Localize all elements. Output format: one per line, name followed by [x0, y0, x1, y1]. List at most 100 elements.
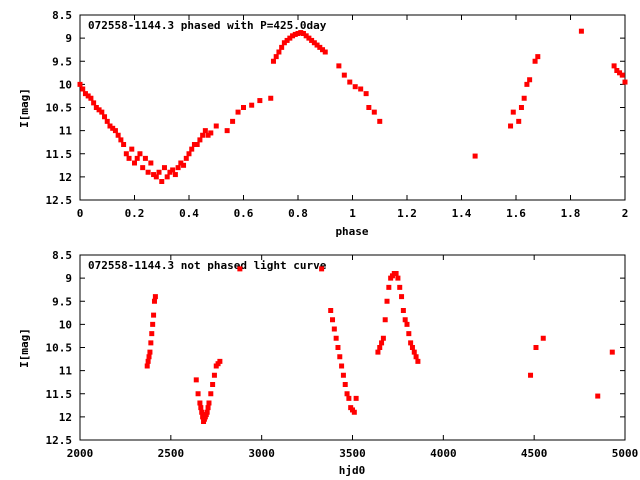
data-point: [186, 151, 192, 157]
x-ticks: 0 0.2 0.4 0.6 0.8 1 1.2 1.4 1.6 1.8 2: [77, 15, 628, 220]
data-point: [197, 137, 203, 143]
data-point: [273, 54, 279, 60]
data-point: [578, 28, 584, 34]
data-point: [330, 317, 336, 323]
x-ticks: 2000 2500 3000 3500 4000 4500 5000: [67, 255, 639, 460]
data-point: [230, 118, 236, 124]
data-point: [342, 382, 348, 387]
y-axis-label: I[mag]: [18, 328, 31, 368]
y-tick-label: 9.5: [52, 295, 72, 308]
data-point: [194, 142, 200, 147]
x-tick-label: 0.8: [288, 207, 308, 220]
data-point: [331, 326, 337, 332]
data-point: [217, 358, 223, 364]
data-point: [151, 172, 157, 178]
data-point: [333, 335, 339, 341]
data-point: [377, 345, 383, 350]
data-point: [535, 54, 541, 60]
data-point: [379, 340, 385, 346]
data-point: [298, 30, 304, 36]
data-point: [80, 86, 86, 92]
data-point: [351, 409, 357, 415]
x-tick-label: 4500: [521, 447, 548, 460]
x-tick-label: 5000: [612, 447, 639, 460]
y-tick-label: 12.5: [46, 194, 73, 207]
data-point: [510, 109, 516, 115]
data-point: [170, 167, 176, 173]
data-point: [611, 63, 617, 69]
data-point: [406, 331, 412, 337]
data-point: [337, 354, 343, 360]
data-point: [540, 335, 546, 341]
data-point: [172, 172, 178, 178]
data-points: [77, 28, 628, 184]
data-point: [110, 125, 116, 131]
data-point: [366, 105, 372, 110]
data-point: [386, 284, 392, 290]
data-point: [287, 35, 293, 41]
data-point: [156, 169, 162, 175]
data-point: [347, 79, 353, 85]
y-tick-label: 11.5: [46, 148, 73, 161]
data-point: [197, 400, 203, 406]
y-tick-label: 10: [59, 78, 72, 91]
y-ticks: 8.5 9 9.5 10 10.5 11 11.5 12 12.5: [46, 9, 625, 207]
data-point: [189, 146, 195, 152]
x-tick-label: 2500: [158, 447, 185, 460]
data-point: [409, 345, 415, 350]
x-tick-label: 1.4: [452, 207, 472, 220]
data-point: [181, 162, 187, 168]
data-point: [142, 155, 148, 161]
data-point: [346, 395, 352, 401]
data-point: [191, 142, 197, 147]
y-tick-label: 10: [59, 318, 72, 331]
y-tick-label: 8.5: [52, 249, 72, 262]
y-tick-label: 12: [59, 411, 72, 424]
y-tick-label: 9.5: [52, 55, 72, 68]
data-point: [134, 155, 140, 161]
data-point: [107, 123, 113, 129]
data-point: [137, 151, 143, 157]
data-point: [198, 405, 204, 411]
data-point: [241, 105, 246, 110]
data-point: [82, 91, 88, 97]
data-point: [112, 128, 118, 134]
data-point: [123, 151, 129, 157]
data-point: [402, 317, 408, 323]
data-point: [377, 118, 383, 124]
data-point: [200, 132, 206, 138]
y-tick-label: 11: [59, 125, 73, 138]
y-axis-label: I[mag]: [18, 88, 31, 128]
data-point: [622, 79, 628, 85]
y-ticks: 8.5 9 9.5 10 10.5 11 11.5 12 12.5: [46, 249, 625, 447]
data-point: [270, 58, 276, 64]
data-point: [411, 349, 417, 355]
data-point: [153, 174, 159, 180]
x-tick-label: 4000: [430, 447, 457, 460]
y-tick-label: 11.5: [46, 388, 73, 401]
data-point: [472, 153, 478, 159]
data-point: [183, 155, 189, 161]
data-point: [415, 358, 421, 364]
data-point: [328, 308, 334, 313]
data-point: [371, 109, 377, 115]
data-point: [150, 321, 156, 327]
data-point: [115, 132, 121, 138]
data-point: [210, 382, 216, 387]
data-point: [292, 31, 298, 37]
data-point: [147, 349, 153, 355]
data-point: [533, 345, 539, 350]
data-point: [320, 47, 326, 53]
data-point: [211, 372, 217, 378]
data-point: [309, 37, 315, 43]
data-point: [148, 340, 154, 346]
data-point: [208, 391, 214, 397]
data-point: [317, 44, 323, 50]
data-point: [518, 105, 524, 110]
plot-title: 072558-1144.3 not phased light curve: [88, 259, 327, 272]
y-tick-label: 8.5: [52, 9, 72, 22]
data-point: [132, 160, 137, 166]
data-point: [528, 372, 534, 378]
x-tick-label: 1.2: [397, 207, 417, 220]
